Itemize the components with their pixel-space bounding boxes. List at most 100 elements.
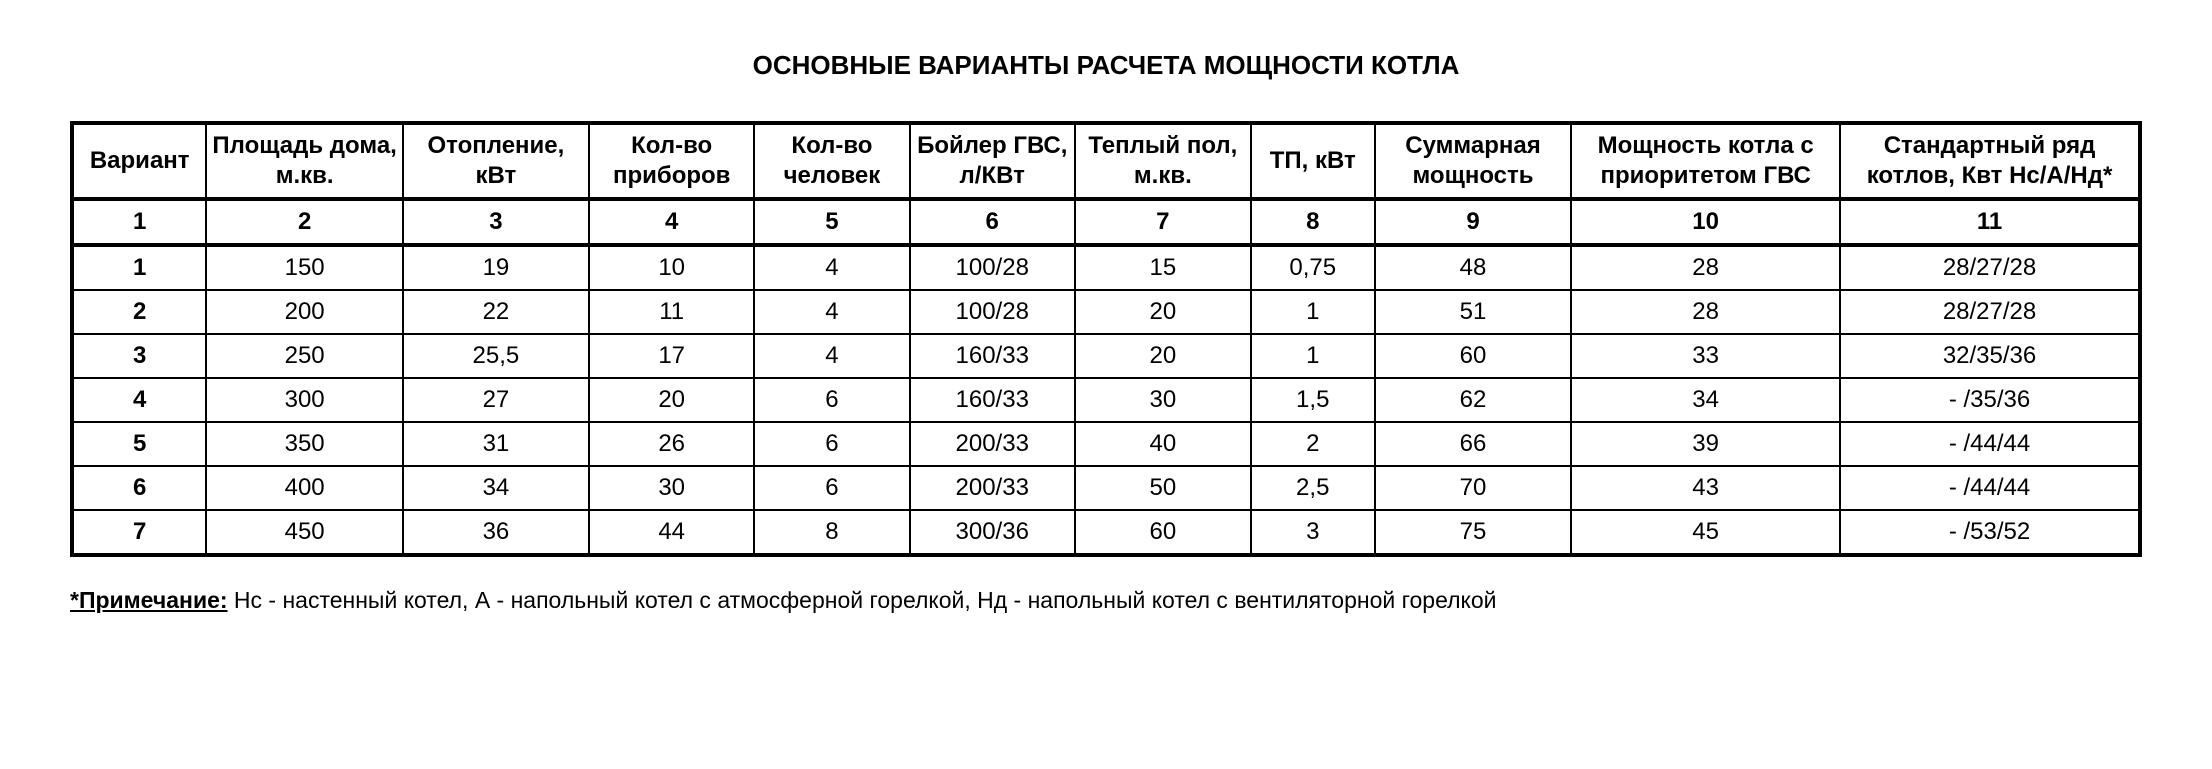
- cell: 10: [589, 245, 754, 290]
- cell: 100/28: [910, 290, 1075, 334]
- cell: 4: [754, 290, 909, 334]
- cell: 1: [1251, 334, 1375, 378]
- cell: 350: [206, 422, 402, 466]
- cell-variant: 7: [72, 510, 206, 555]
- cell: 44: [589, 510, 754, 555]
- cell: 28/27/28: [1840, 245, 2140, 290]
- cell: 43: [1571, 466, 1840, 510]
- cell: 200: [206, 290, 402, 334]
- cell: 26: [589, 422, 754, 466]
- cell: 34: [1571, 378, 1840, 422]
- index-cell: 7: [1075, 199, 1251, 245]
- table-body: 1 2 3 4 5 6 7 8 9 10 11 1 150 19 10 4 10…: [72, 199, 2140, 555]
- col-header: Теплый пол, м.кв.: [1075, 123, 1251, 199]
- table-header: Вариант Площадь дома, м.кв. Отопление, к…: [72, 123, 2140, 199]
- cell: 75: [1375, 510, 1571, 555]
- header-row: Вариант Площадь дома, м.кв. Отопление, к…: [72, 123, 2140, 199]
- table-row: 7 450 36 44 8 300/36 60 3 75 45 - /53/52: [72, 510, 2140, 555]
- cell: 17: [589, 334, 754, 378]
- cell: 2,5: [1251, 466, 1375, 510]
- cell-variant: 5: [72, 422, 206, 466]
- cell: - /44/44: [1840, 422, 2140, 466]
- cell-variant: 6: [72, 466, 206, 510]
- cell: 51: [1375, 290, 1571, 334]
- cell: 31: [403, 422, 589, 466]
- footnote-text: Нс - настенный котел, А - напольный коте…: [228, 587, 1497, 613]
- index-cell: 6: [910, 199, 1075, 245]
- cell: 1: [1251, 290, 1375, 334]
- col-header: Суммарная мощность: [1375, 123, 1571, 199]
- boiler-power-table: Вариант Площадь дома, м.кв. Отопление, к…: [70, 121, 2142, 557]
- cell: 28: [1571, 245, 1840, 290]
- col-header: Бойлер ГВС, л/КВт: [910, 123, 1075, 199]
- table-row: 5 350 31 26 6 200/33 40 2 66 39 - /44/44: [72, 422, 2140, 466]
- cell: 0,75: [1251, 245, 1375, 290]
- cell-variant: 1: [72, 245, 206, 290]
- col-header: Вариант: [72, 123, 206, 199]
- index-cell: 4: [589, 199, 754, 245]
- cell: 30: [1075, 378, 1251, 422]
- index-cell: 8: [1251, 199, 1375, 245]
- index-cell: 3: [403, 199, 589, 245]
- cell: 36: [403, 510, 589, 555]
- index-cell: 5: [754, 199, 909, 245]
- cell: 3: [1251, 510, 1375, 555]
- cell: 40: [1075, 422, 1251, 466]
- cell: 28: [1571, 290, 1840, 334]
- footnote: *Примечание: Нс - настенный котел, А - н…: [70, 587, 2142, 614]
- cell: 200/33: [910, 422, 1075, 466]
- cell: 28/27/28: [1840, 290, 2140, 334]
- cell: 70: [1375, 466, 1571, 510]
- cell: 11: [589, 290, 754, 334]
- cell: 200/33: [910, 466, 1075, 510]
- cell: 150: [206, 245, 402, 290]
- col-header: ТП, кВт: [1251, 123, 1375, 199]
- index-cell: 11: [1840, 199, 2140, 245]
- cell: 39: [1571, 422, 1840, 466]
- cell: 6: [754, 378, 909, 422]
- index-row: 1 2 3 4 5 6 7 8 9 10 11: [72, 199, 2140, 245]
- cell: 2: [1251, 422, 1375, 466]
- cell: 400: [206, 466, 402, 510]
- cell: - /44/44: [1840, 466, 2140, 510]
- cell: 100/28: [910, 245, 1075, 290]
- cell: 62: [1375, 378, 1571, 422]
- table-row: 1 150 19 10 4 100/28 15 0,75 48 28 28/27…: [72, 245, 2140, 290]
- cell: 34: [403, 466, 589, 510]
- cell: 300/36: [910, 510, 1075, 555]
- cell: 250: [206, 334, 402, 378]
- document-page: ОСНОВНЫЕ ВАРИАНТЫ РАСЧЕТА МОЩНОСТИ КОТЛА…: [0, 0, 2212, 769]
- cell-variant: 3: [72, 334, 206, 378]
- cell: 22: [403, 290, 589, 334]
- cell: 8: [754, 510, 909, 555]
- index-cell: 2: [206, 199, 402, 245]
- cell: 27: [403, 378, 589, 422]
- index-cell: 10: [1571, 199, 1840, 245]
- col-header: Стандартный ряд котлов, Квт Нс/А/Нд*: [1840, 123, 2140, 199]
- page-title: ОСНОВНЫЕ ВАРИАНТЫ РАСЧЕТА МОЩНОСТИ КОТЛА: [70, 50, 2142, 81]
- col-header: Кол-во приборов: [589, 123, 754, 199]
- cell: 19: [403, 245, 589, 290]
- cell: 15: [1075, 245, 1251, 290]
- cell: 300: [206, 378, 402, 422]
- cell: 66: [1375, 422, 1571, 466]
- cell: 45: [1571, 510, 1840, 555]
- cell: 32/35/36: [1840, 334, 2140, 378]
- cell: 160/33: [910, 378, 1075, 422]
- cell: - /53/52: [1840, 510, 2140, 555]
- cell-variant: 4: [72, 378, 206, 422]
- index-cell: 1: [72, 199, 206, 245]
- col-header: Кол-во человек: [754, 123, 909, 199]
- cell: 33: [1571, 334, 1840, 378]
- cell: 6: [754, 466, 909, 510]
- footnote-label: *Примечание:: [70, 587, 228, 613]
- index-cell: 9: [1375, 199, 1571, 245]
- cell: 20: [589, 378, 754, 422]
- cell: 4: [754, 334, 909, 378]
- table-row: 3 250 25,5 17 4 160/33 20 1 60 33 32/35/…: [72, 334, 2140, 378]
- cell: - /35/36: [1840, 378, 2140, 422]
- table-row: 2 200 22 11 4 100/28 20 1 51 28 28/27/28: [72, 290, 2140, 334]
- cell: 25,5: [403, 334, 589, 378]
- cell: 48: [1375, 245, 1571, 290]
- table-row: 4 300 27 20 6 160/33 30 1,5 62 34 - /35/…: [72, 378, 2140, 422]
